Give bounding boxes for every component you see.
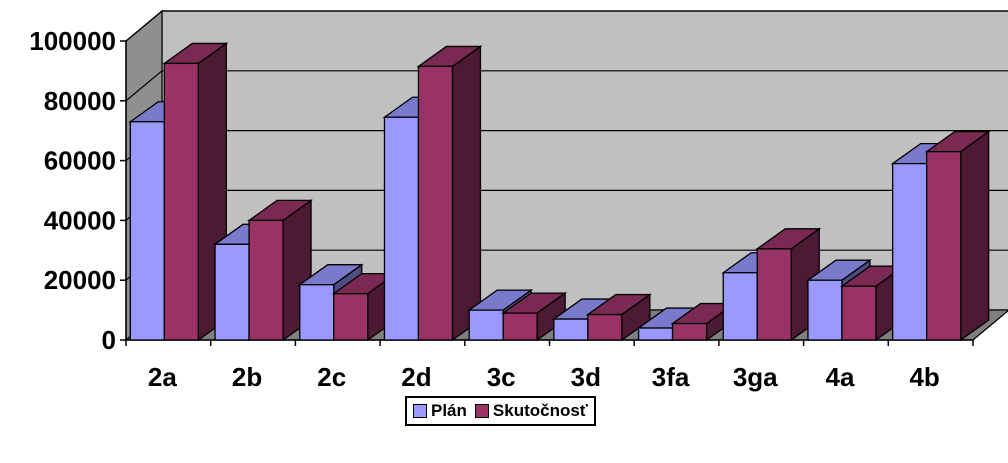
x-tick-label: 3c [487, 362, 516, 392]
bar-front [333, 293, 369, 341]
bar-front [671, 322, 708, 341]
bar-front [417, 65, 454, 341]
y-tick-label: 80000 [44, 86, 116, 116]
bar-side [451, 45, 482, 342]
bar-front [468, 309, 504, 341]
bar [924, 130, 991, 342]
bar-front [383, 116, 420, 341]
legend-label-plan: Plán [431, 401, 467, 420]
gridline [125, 70, 1008, 102]
bar-front [163, 62, 200, 341]
bar-front [807, 279, 843, 341]
x-tick-label: 3ga [733, 362, 778, 392]
y-tick-label: 20000 [44, 265, 116, 295]
bar-front [502, 312, 538, 341]
bar-front [722, 272, 758, 341]
bar-front [248, 219, 284, 341]
y-tick-label: 40000 [44, 205, 116, 235]
gridline [125, 10, 1008, 42]
bar-front [926, 150, 962, 341]
bar-front [892, 162, 928, 341]
x-tick-label: 2c [317, 362, 346, 392]
bar-front [841, 285, 877, 341]
legend-label-skutocnost: Skutočnosť [492, 401, 588, 420]
bar [585, 293, 652, 342]
x-tick-label: 2a [148, 362, 177, 392]
legend-swatch-plan [413, 404, 427, 418]
bar-front [214, 243, 250, 341]
bar-front [553, 318, 589, 341]
legend-item-plan: Plán [413, 401, 467, 421]
bar-side [960, 130, 990, 342]
y-tick-label: 100000 [29, 26, 116, 56]
bar-front [129, 121, 166, 341]
legend: Plán Skutočnosť [405, 396, 596, 426]
x-tick-label: 4b [909, 362, 939, 392]
x-tick-label: 4a [825, 362, 854, 392]
bar-front [637, 327, 674, 341]
bar [501, 291, 568, 342]
y-tick-label: 0 [102, 325, 116, 355]
x-tick-label: 3d [571, 362, 601, 392]
bars [128, 42, 991, 342]
bar [416, 45, 483, 342]
axis-labels: 0 20000 40000 60000 80000 100000 2a 2b 2c 2d 3c 3d 3… [29, 26, 940, 392]
bar-front [299, 284, 335, 341]
x-tick-label: 3fa [652, 362, 690, 392]
y-tick-label: 60000 [44, 146, 116, 176]
x-tick-label: 2b [232, 362, 262, 392]
bar-front [756, 248, 792, 341]
bar-front [587, 313, 623, 341]
bar [162, 42, 229, 342]
legend-item-skutocnost: Skutočnosť [474, 401, 588, 421]
x-tick-label: 2d [401, 362, 431, 392]
legend-swatch-skutocnost [474, 404, 489, 418]
